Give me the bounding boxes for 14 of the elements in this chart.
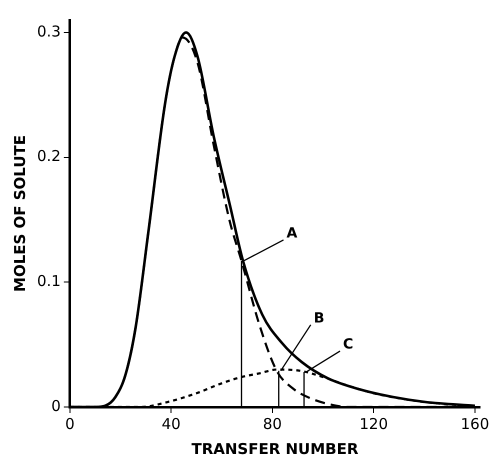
y-tick-label: 0 — [51, 396, 61, 415]
y-tick-label: 0.1 — [36, 272, 61, 290]
y-tick-label: 0.2 — [36, 147, 61, 166]
y-axis-title: MOLES OF SOLUTE — [10, 135, 29, 292]
x-axis-title: TRANSFER NUMBER — [191, 440, 359, 458]
x-tick-label: 0 — [65, 414, 75, 433]
annotation: C — [343, 336, 354, 353]
annotation: B — [314, 310, 324, 326]
x-tick-label: 160 — [460, 414, 490, 433]
x-tick-label: 40 — [162, 414, 181, 433]
x-tick-label: 120 — [359, 414, 388, 433]
y-tick-label: 0.3 — [36, 22, 61, 40]
x-tick-label: 80 — [262, 414, 282, 433]
annotation: A — [286, 226, 298, 242]
